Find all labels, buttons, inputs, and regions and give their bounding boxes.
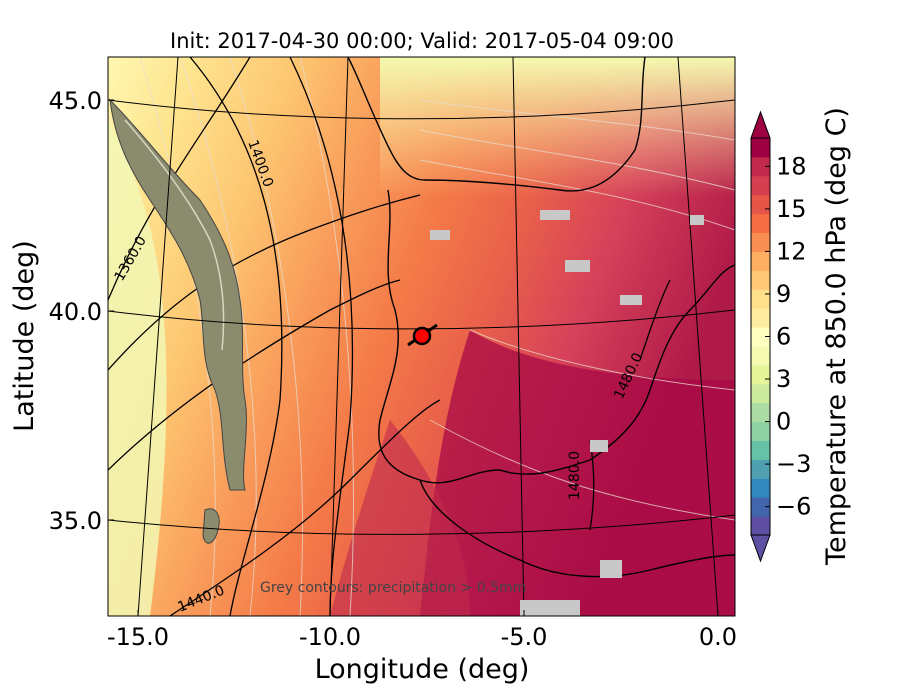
colorbar-segment xyxy=(751,194,770,215)
colorbar-extend-min xyxy=(750,534,771,563)
y-axis-label: Latitude (deg) xyxy=(9,240,40,432)
small-island xyxy=(202,508,220,544)
y-tick-label: 45.0 xyxy=(49,87,102,115)
cool-west-band xyxy=(108,120,167,616)
y-axis: 45.0 40.0 35.0 Latitude (deg) xyxy=(9,87,114,535)
colorbar-segment xyxy=(751,402,770,423)
location-marker xyxy=(407,323,438,347)
colorbar-tick-label: 15 xyxy=(776,195,807,223)
colorbar-tick-label: 0 xyxy=(776,408,791,436)
colorbar-segment xyxy=(751,440,770,460)
graticule xyxy=(108,57,735,616)
colorbar-segment xyxy=(751,497,770,517)
x-tick-label: 0.0 xyxy=(699,623,737,651)
colorbar-segment xyxy=(751,421,770,441)
contour-label-1480-b: 1480.0 xyxy=(567,451,583,500)
colorbar-tick-label: 6 xyxy=(776,323,791,351)
colorbar-segment xyxy=(751,327,770,347)
colorbar: 18 15 12 9 6 3 0 −3 −6 xyxy=(750,110,811,563)
colorbar-segment xyxy=(751,156,770,177)
colorbar-segment xyxy=(751,478,770,498)
precip-annotation: Grey contours: precipitation > 0.5mm xyxy=(260,580,526,596)
chart-title: Init: 2017-04-30 00:00; Valid: 2017-05-0… xyxy=(170,29,674,53)
colorbar-segment xyxy=(751,345,770,366)
x-axis-label: Longitude (deg) xyxy=(315,654,530,685)
x-axis: -15.0 -10.0 -5.0 0.0 Longitude (deg) xyxy=(107,610,737,685)
colorbar-segment xyxy=(751,383,770,404)
colorbar-segment xyxy=(751,232,770,252)
colorbar-label: Temperature at 850.0 hPa (deg C) xyxy=(821,107,852,566)
hot-southeast-region xyxy=(420,330,735,616)
precipitation-patches xyxy=(430,210,704,616)
hot-south-region xyxy=(330,420,470,616)
terrain-ridge xyxy=(124,119,225,351)
colorbar-tick-label: −3 xyxy=(776,450,811,478)
colorbar-segment xyxy=(751,364,770,385)
geopotential-contours xyxy=(108,57,671,616)
cool-north-region xyxy=(380,57,735,197)
plot-frame xyxy=(107,56,736,617)
y-tick-label: 40.0 xyxy=(49,298,102,326)
colorbar-tick-label: 3 xyxy=(776,365,791,393)
colorbar-segment xyxy=(751,138,770,158)
colorbar-segment xyxy=(751,516,770,536)
x-tick-label: -5.0 xyxy=(501,623,548,651)
x-tick-label: -10.0 xyxy=(299,623,361,651)
map-plot-area: 1360.0 1400.0 1440.0 1480.0 1480.0 Grey … xyxy=(108,57,735,616)
colorbar-extend-max xyxy=(750,110,771,139)
colorbar-tick-label: 12 xyxy=(776,237,807,265)
colorbar-segment xyxy=(751,270,770,290)
colorbar-segment xyxy=(751,308,770,328)
x-tick-label: -15.0 xyxy=(107,623,169,651)
y-tick-label: 35.0 xyxy=(49,507,102,535)
colorbar-tick-label: 18 xyxy=(776,152,807,180)
colorbar-segment xyxy=(751,289,770,309)
colorbar-segment xyxy=(751,459,770,479)
coastlines xyxy=(347,57,735,578)
colorbar-tick-label: −6 xyxy=(776,493,811,521)
colorbar-segment xyxy=(751,175,770,196)
colorbar-segment xyxy=(751,213,770,234)
colorbar-tick-label: 9 xyxy=(776,280,791,308)
colorbar-segment xyxy=(751,251,770,271)
greenland-terrain xyxy=(109,98,247,491)
